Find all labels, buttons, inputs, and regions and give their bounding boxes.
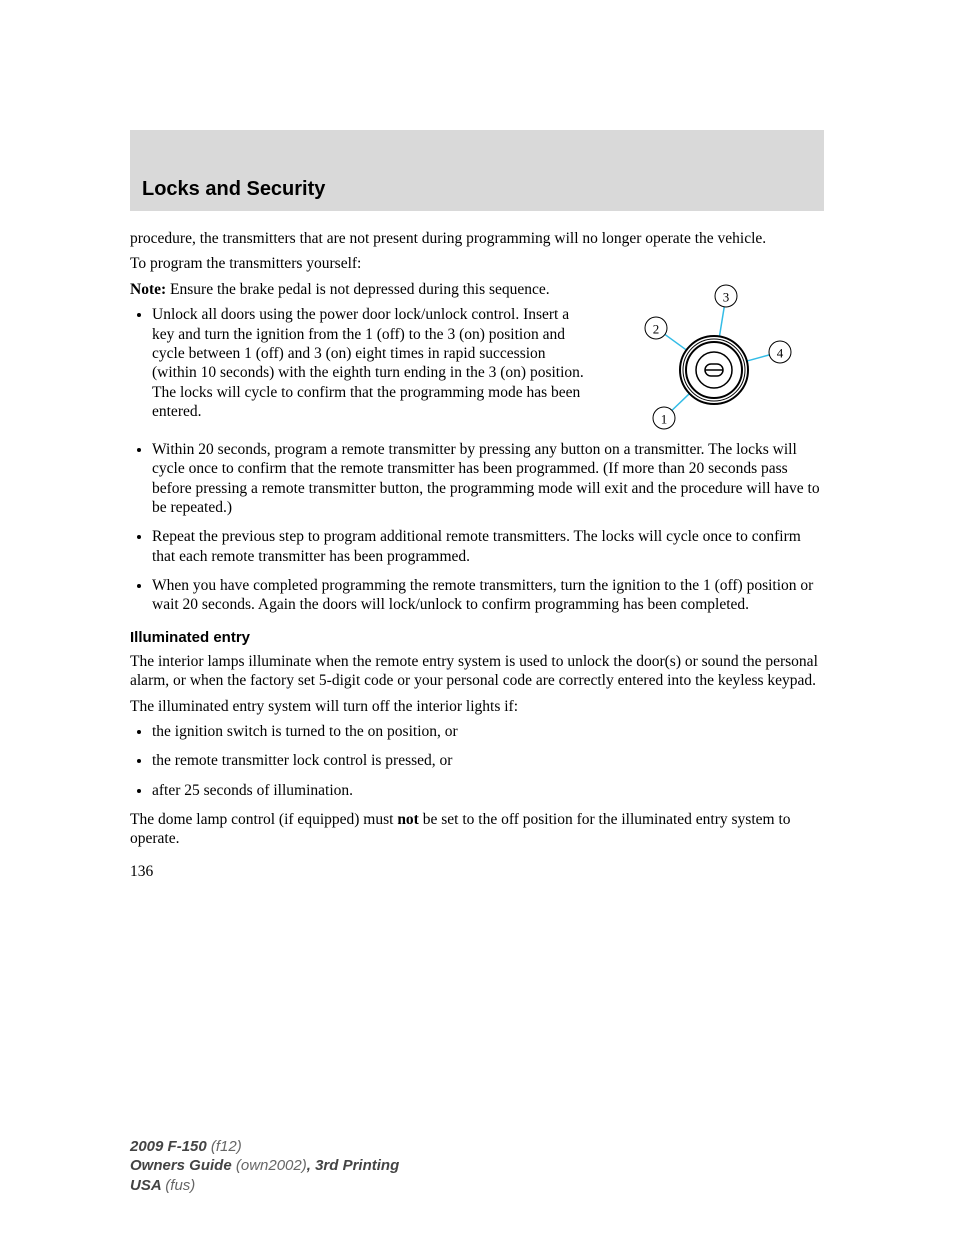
footer-code1: (f12) [211,1138,242,1155]
svg-text:4: 4 [777,345,784,360]
footer-line-2: Owners Guide (own2002), 3rd Printing [130,1156,399,1176]
footer-guide: Owners Guide [130,1157,236,1174]
footer-line-1: 2009 F-150 (f12) [130,1137,399,1157]
illum-p3a: The dome lamp control (if equipped) must [130,811,397,828]
section-header-bar: Locks and Security [130,130,824,211]
programming-steps-list-cont: Within 20 seconds, program a remote tran… [130,440,824,615]
footer-model: 2009 F-150 [130,1138,211,1155]
footer-block: 2009 F-150 (f12) Owners Guide (own2002),… [130,1137,399,1196]
step-4: When you have completed programming the … [152,576,824,615]
illum-off-list: the ignition switch is turned to the on … [130,722,824,800]
svg-text:3: 3 [723,289,730,304]
footer-code3: (fus) [165,1177,195,1194]
section-title: Locks and Security [142,178,325,200]
illum-p1: The interior lamps illuminate when the r… [130,652,824,691]
page-number: 136 [130,863,824,881]
illum-p3b: not [397,811,419,828]
note-and-diagram-block: 1 2 3 4 Note: Ensure the brake pedal is not… [130,280,824,440]
ignition-diagram: 1 2 3 4 [594,280,824,440]
illum-b1: the ignition switch is turned to the on … [152,722,824,741]
step-2: Within 20 seconds, program a remote tran… [152,440,824,518]
intro-program-line: To program the transmitters yourself: [130,254,824,273]
footer-code2: (own2002) [236,1157,307,1174]
svg-text:1: 1 [661,411,668,426]
illuminated-entry-heading: Illuminated entry [130,629,824,646]
intro-continuation: procedure, the transmitters that are not… [130,229,824,248]
svg-text:2: 2 [653,321,660,336]
footer-line-3: USA (fus) [130,1176,399,1196]
footer-usa: USA [130,1177,165,1194]
step-3: Repeat the previous step to program addi… [152,527,824,566]
illum-p2: The illuminated entry system will turn o… [130,697,824,716]
illum-b3: after 25 seconds of illumination. [152,781,824,800]
illum-p3: The dome lamp control (if equipped) must… [130,810,824,849]
page-content: Locks and Security procedure, the transm… [0,0,954,881]
note-label: Note: [130,281,166,298]
note-text: Ensure the brake pedal is not depressed … [166,281,550,298]
illum-b2: the remote transmitter lock control is p… [152,751,824,770]
footer-printing: , 3rd Printing [307,1157,400,1174]
